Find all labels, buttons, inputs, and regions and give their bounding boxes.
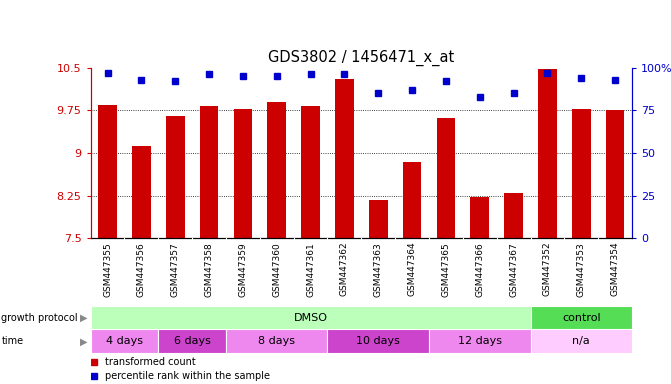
Text: GSM447365: GSM447365: [442, 242, 450, 296]
Text: GSM447366: GSM447366: [475, 242, 484, 296]
Bar: [437, 118, 455, 238]
Text: 4 days: 4 days: [106, 336, 143, 346]
Text: GSM447355: GSM447355: [103, 242, 112, 296]
Text: GSM447362: GSM447362: [340, 242, 349, 296]
Text: control: control: [562, 313, 601, 323]
Bar: [268, 102, 286, 238]
Bar: [158, 329, 226, 353]
Bar: [98, 104, 117, 238]
Bar: [132, 146, 151, 238]
Text: ▶: ▶: [80, 313, 87, 323]
Text: GSM447358: GSM447358: [205, 242, 213, 296]
Bar: [470, 197, 489, 238]
Bar: [335, 79, 354, 238]
Text: GSM447363: GSM447363: [374, 242, 382, 296]
Bar: [531, 329, 632, 353]
Text: transformed count: transformed count: [105, 357, 196, 367]
Bar: [327, 329, 429, 353]
Text: GSM447359: GSM447359: [238, 242, 248, 296]
Bar: [91, 306, 531, 329]
Text: percentile rank within the sample: percentile rank within the sample: [105, 371, 270, 381]
Bar: [572, 109, 590, 238]
Text: 6 days: 6 days: [174, 336, 211, 346]
Text: growth protocol: growth protocol: [1, 313, 78, 323]
Bar: [226, 329, 327, 353]
Bar: [505, 193, 523, 238]
Text: GSM447353: GSM447353: [577, 242, 586, 296]
Bar: [369, 200, 388, 238]
Text: GSM447357: GSM447357: [170, 242, 180, 296]
Text: GSM447364: GSM447364: [407, 242, 417, 296]
Bar: [531, 306, 632, 329]
Text: ▶: ▶: [80, 336, 87, 346]
Text: GSM447352: GSM447352: [543, 242, 552, 296]
Bar: [91, 329, 158, 353]
Text: GSM447356: GSM447356: [137, 242, 146, 296]
Text: DMSO: DMSO: [294, 313, 327, 323]
Bar: [200, 106, 218, 238]
Text: GSM447354: GSM447354: [611, 242, 619, 296]
Bar: [429, 329, 531, 353]
Title: GDS3802 / 1456471_x_at: GDS3802 / 1456471_x_at: [268, 50, 454, 66]
Text: time: time: [1, 336, 23, 346]
Text: 10 days: 10 days: [356, 336, 400, 346]
Bar: [301, 106, 320, 238]
Text: GSM447360: GSM447360: [272, 242, 281, 296]
Bar: [403, 162, 421, 238]
Bar: [538, 69, 557, 238]
Text: GSM447367: GSM447367: [509, 242, 518, 296]
Text: GSM447361: GSM447361: [306, 242, 315, 296]
Text: n/a: n/a: [572, 336, 590, 346]
Text: 8 days: 8 days: [258, 336, 295, 346]
Bar: [166, 116, 185, 238]
Text: 12 days: 12 days: [458, 336, 502, 346]
Bar: [234, 109, 252, 238]
Bar: [606, 110, 625, 238]
